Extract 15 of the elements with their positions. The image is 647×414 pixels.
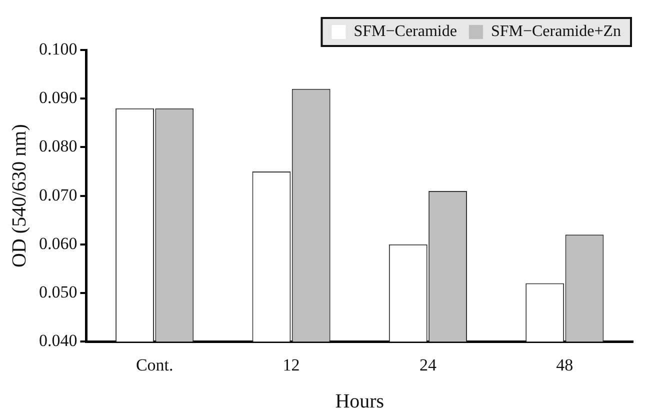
y-axis-title: OD (540/630 nm)	[8, 124, 30, 268]
y-tick-label: 0.060	[39, 234, 78, 253]
y-tick-label: 0.100	[39, 39, 78, 58]
x-tick-label: Cont.	[136, 355, 174, 374]
y-tick-label: 0.090	[39, 88, 78, 108]
legend-label: SFM−Ceramide	[354, 23, 457, 40]
x-tick-label: 24	[419, 355, 437, 374]
y-tick-label: 0.070	[39, 185, 78, 204]
y-tick-label: 0.080	[39, 136, 78, 156]
legend-label: SFM−Ceramide+Zn	[490, 23, 622, 40]
x-axis-title: Hours	[335, 390, 384, 412]
y-tick-label: 0.050	[39, 282, 78, 302]
x-tick-label: 48	[556, 355, 574, 374]
x-tick-label: 12	[282, 355, 300, 374]
y-tick-label: 0.040	[39, 331, 78, 350]
